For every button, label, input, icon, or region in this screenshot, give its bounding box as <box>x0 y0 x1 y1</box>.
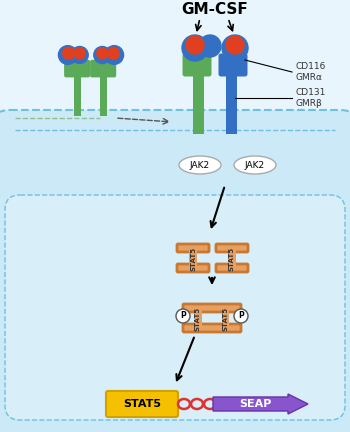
Circle shape <box>94 47 111 64</box>
Bar <box>100 74 107 116</box>
Ellipse shape <box>179 156 221 174</box>
Bar <box>195 310 202 326</box>
Text: P: P <box>180 311 186 321</box>
Text: GM-CSF: GM-CSF <box>182 3 248 18</box>
Circle shape <box>74 48 85 59</box>
FancyArrow shape <box>213 394 308 414</box>
Bar <box>226 72 237 134</box>
FancyBboxPatch shape <box>177 244 209 252</box>
Bar <box>193 72 204 134</box>
Text: SEAP: SEAP <box>239 399 271 409</box>
Circle shape <box>58 46 77 64</box>
Text: CD131
GMRβ: CD131 GMRβ <box>295 88 326 108</box>
FancyBboxPatch shape <box>216 264 248 272</box>
Text: CD116
GMRα: CD116 GMRα <box>295 62 326 82</box>
Text: STAT5: STAT5 <box>190 247 196 271</box>
Bar <box>189 250 197 266</box>
FancyBboxPatch shape <box>218 54 247 76</box>
FancyBboxPatch shape <box>177 264 209 272</box>
Circle shape <box>222 35 248 61</box>
Circle shape <box>105 46 124 64</box>
Ellipse shape <box>234 156 276 174</box>
Circle shape <box>186 36 204 54</box>
Circle shape <box>226 36 244 54</box>
Bar <box>222 310 229 326</box>
FancyBboxPatch shape <box>106 391 178 417</box>
Text: STAT5: STAT5 <box>223 307 229 331</box>
Circle shape <box>107 48 119 59</box>
Text: STAT5: STAT5 <box>195 307 201 331</box>
FancyBboxPatch shape <box>183 324 241 332</box>
Circle shape <box>199 35 221 57</box>
FancyBboxPatch shape <box>90 60 116 77</box>
Circle shape <box>176 309 190 323</box>
FancyBboxPatch shape <box>0 110 350 432</box>
Text: JAK2: JAK2 <box>245 161 265 169</box>
Circle shape <box>71 47 88 64</box>
Bar <box>74 74 82 116</box>
FancyBboxPatch shape <box>182 54 211 76</box>
FancyBboxPatch shape <box>64 60 90 77</box>
FancyBboxPatch shape <box>5 195 345 420</box>
Text: STAT5: STAT5 <box>123 399 161 409</box>
Circle shape <box>234 309 248 323</box>
FancyBboxPatch shape <box>183 304 241 312</box>
Circle shape <box>63 48 75 59</box>
FancyBboxPatch shape <box>216 244 248 252</box>
Circle shape <box>97 48 108 59</box>
Bar <box>228 250 236 266</box>
Text: P: P <box>238 311 244 321</box>
Text: JAK2: JAK2 <box>190 161 210 169</box>
Text: STAT5: STAT5 <box>229 247 235 271</box>
Circle shape <box>182 35 208 61</box>
